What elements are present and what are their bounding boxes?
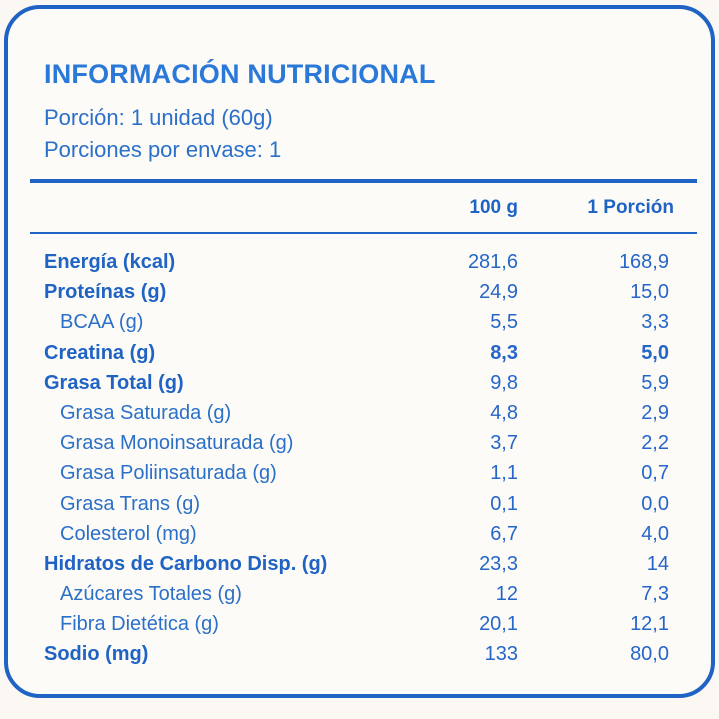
value-per-100g: 5,5: [490, 311, 518, 334]
value-per-portion: 2,2: [641, 432, 669, 455]
value-per-100g: 1,1: [490, 462, 518, 485]
column-header-100g: 100 g: [469, 197, 518, 218]
table-row: Energía (kcal) 281,6 168,9: [44, 249, 684, 279]
table-row: Azúcares Totales (g) 12 7,3: [44, 581, 684, 611]
value-per-100g: 133: [484, 643, 518, 666]
nutrition-facts-panel: INFORMACIÓN NUTRICIONAL Porción: 1 unida…: [4, 5, 715, 698]
value-per-portion: 80,0: [630, 643, 669, 666]
value-per-portion: 7,3: [641, 583, 669, 606]
value-per-100g: 6,7: [490, 522, 518, 545]
divider-thick: [30, 179, 697, 183]
value-per-100g: 3,7: [490, 432, 518, 455]
value-per-100g: 12: [495, 583, 518, 606]
table-row: Grasa Saturada (g) 4,8 2,9: [44, 400, 684, 430]
value-per-portion: 15,0: [630, 281, 669, 304]
value-per-100g: 4,8: [490, 401, 518, 424]
table-row: Grasa Poliinsaturada (g) 1,1 0,7: [44, 460, 684, 490]
nutrient-label: Proteínas (g): [44, 281, 167, 304]
nutrient-label: Grasa Total (g): [44, 371, 184, 394]
value-per-portion: 3,3: [641, 311, 669, 334]
nutrient-label: Grasa Poliinsaturada (g): [60, 462, 277, 485]
value-per-portion: 14: [646, 552, 669, 575]
table-row: Sodio (mg) 133 80,0: [44, 641, 684, 671]
nutrient-label: BCAA (g): [60, 311, 144, 334]
servings-per-pack: Porciones por envase: 1: [44, 137, 282, 162]
value-per-portion: 12,1: [630, 613, 669, 636]
table-row: Proteínas (g) 24,9 15,0: [44, 279, 684, 309]
value-per-portion: 5,0: [641, 341, 669, 364]
panel-title: INFORMACIÓN NUTRICIONAL: [44, 59, 436, 89]
value-per-portion: 4,0: [641, 522, 669, 545]
nutrient-label: Sodio (mg): [44, 643, 149, 666]
value-per-portion: 0,0: [641, 492, 669, 515]
nutrient-label: Grasa Saturada (g): [60, 401, 232, 424]
nutrient-label: Hidratos de Carbono Disp. (g): [44, 552, 328, 575]
value-per-portion: 5,9: [641, 371, 669, 394]
table-row: Grasa Monoinsaturada (g) 3,7 2,2: [44, 430, 684, 460]
divider-thin: [30, 232, 697, 234]
table-row: Grasa Total (g) 9,8 5,9: [44, 370, 684, 400]
table-row: Creatina (g) 8,3 5,0: [44, 340, 684, 370]
column-header-portion: 1 Porción: [587, 197, 674, 218]
nutrient-label: Energía (kcal): [44, 251, 176, 273]
value-per-100g: 8,3: [490, 341, 518, 364]
value-per-portion: 0,7: [641, 462, 669, 485]
nutrient-label: Azúcares Totales (g): [60, 583, 242, 606]
table-row: Grasa Trans (g) 0,1 0,0: [44, 491, 684, 521]
table-row: Colesterol (mg) 6,7 4,0: [44, 521, 684, 551]
nutrient-label: Grasa Monoinsaturada (g): [60, 432, 294, 455]
value-per-100g: 9,8: [490, 371, 518, 394]
nutrient-table: Energía (kcal) 281,6 168,9 Proteínas (g)…: [44, 249, 684, 672]
value-per-100g: 0,1: [490, 492, 518, 515]
table-row: Hidratos de Carbono Disp. (g) 23,3 14: [44, 551, 684, 581]
nutrient-label: Creatina (g): [44, 341, 156, 364]
nutrient-label: Grasa Trans (g): [60, 492, 201, 515]
nutrient-label: Colesterol (mg): [60, 522, 197, 545]
nutrient-label: Fibra Dietética (g): [60, 613, 219, 636]
table-row: BCAA (g) 5,5 3,3: [44, 309, 684, 339]
table-row: Fibra Dietética (g) 20,1 12,1: [44, 611, 684, 641]
value-per-portion: 168,9: [618, 251, 669, 273]
value-per-100g: 20,1: [479, 613, 518, 636]
value-per-100g: 23,3: [479, 552, 518, 575]
value-per-100g: 281,6: [467, 251, 518, 273]
value-per-100g: 24,9: [479, 281, 518, 304]
serving-size: Porción: 1 unidad (60g): [44, 105, 273, 130]
value-per-portion: 2,9: [641, 401, 669, 424]
